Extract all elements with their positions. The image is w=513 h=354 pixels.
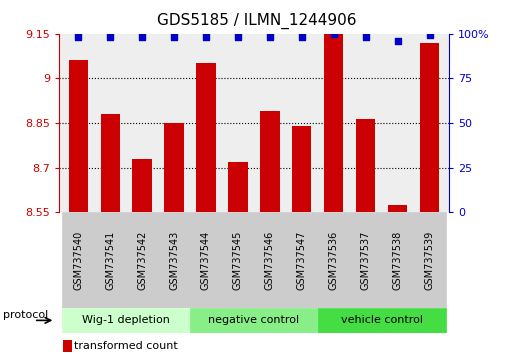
Bar xyxy=(62,212,94,308)
Bar xyxy=(165,123,184,212)
Text: GSM737539: GSM737539 xyxy=(425,230,435,290)
Text: vehicle control: vehicle control xyxy=(341,315,423,325)
Bar xyxy=(132,159,152,212)
Bar xyxy=(286,212,318,308)
Point xyxy=(234,34,242,40)
Text: Wig-1 depletion: Wig-1 depletion xyxy=(82,315,170,325)
Text: GSM737545: GSM737545 xyxy=(233,230,243,290)
Text: protocol: protocol xyxy=(3,310,48,320)
Bar xyxy=(356,119,376,212)
Text: GSM737540: GSM737540 xyxy=(73,230,83,290)
Text: negative control: negative control xyxy=(208,315,300,325)
Bar xyxy=(413,212,446,308)
Text: GSM737544: GSM737544 xyxy=(201,230,211,290)
Point xyxy=(170,34,178,40)
Text: GSM737538: GSM737538 xyxy=(393,230,403,290)
Bar xyxy=(196,63,215,212)
Bar xyxy=(62,308,190,333)
Bar xyxy=(63,340,72,352)
Bar xyxy=(158,212,190,308)
Text: GSM737543: GSM737543 xyxy=(169,230,179,290)
Point xyxy=(202,34,210,40)
Point xyxy=(106,34,114,40)
Text: GDS5185 / ILMN_1244906: GDS5185 / ILMN_1244906 xyxy=(157,12,356,29)
Point xyxy=(266,34,274,40)
Point xyxy=(298,34,306,40)
Bar xyxy=(292,126,311,212)
Bar xyxy=(190,212,222,308)
Point xyxy=(74,34,82,40)
Bar xyxy=(190,308,318,333)
Bar xyxy=(126,212,158,308)
Point xyxy=(138,34,146,40)
Text: GSM737541: GSM737541 xyxy=(105,230,115,290)
Text: GSM737546: GSM737546 xyxy=(265,230,275,290)
Text: GSM737547: GSM737547 xyxy=(297,230,307,290)
Bar xyxy=(388,205,407,212)
Point xyxy=(393,38,402,44)
Point xyxy=(426,33,434,38)
Point xyxy=(330,31,338,36)
Bar xyxy=(382,212,413,308)
Bar xyxy=(254,212,286,308)
Bar xyxy=(420,42,439,212)
Text: GSM737537: GSM737537 xyxy=(361,230,371,290)
Bar xyxy=(94,212,126,308)
Bar xyxy=(222,212,254,308)
Bar xyxy=(260,111,280,212)
Point xyxy=(362,34,370,40)
Bar xyxy=(318,212,350,308)
Bar xyxy=(69,61,88,212)
Text: transformed count: transformed count xyxy=(74,341,177,351)
Text: GSM737542: GSM737542 xyxy=(137,230,147,290)
Bar xyxy=(324,34,343,212)
Bar xyxy=(228,162,248,212)
Bar xyxy=(350,212,382,308)
Bar xyxy=(318,308,446,333)
Bar xyxy=(101,114,120,212)
Text: GSM737536: GSM737536 xyxy=(329,230,339,290)
